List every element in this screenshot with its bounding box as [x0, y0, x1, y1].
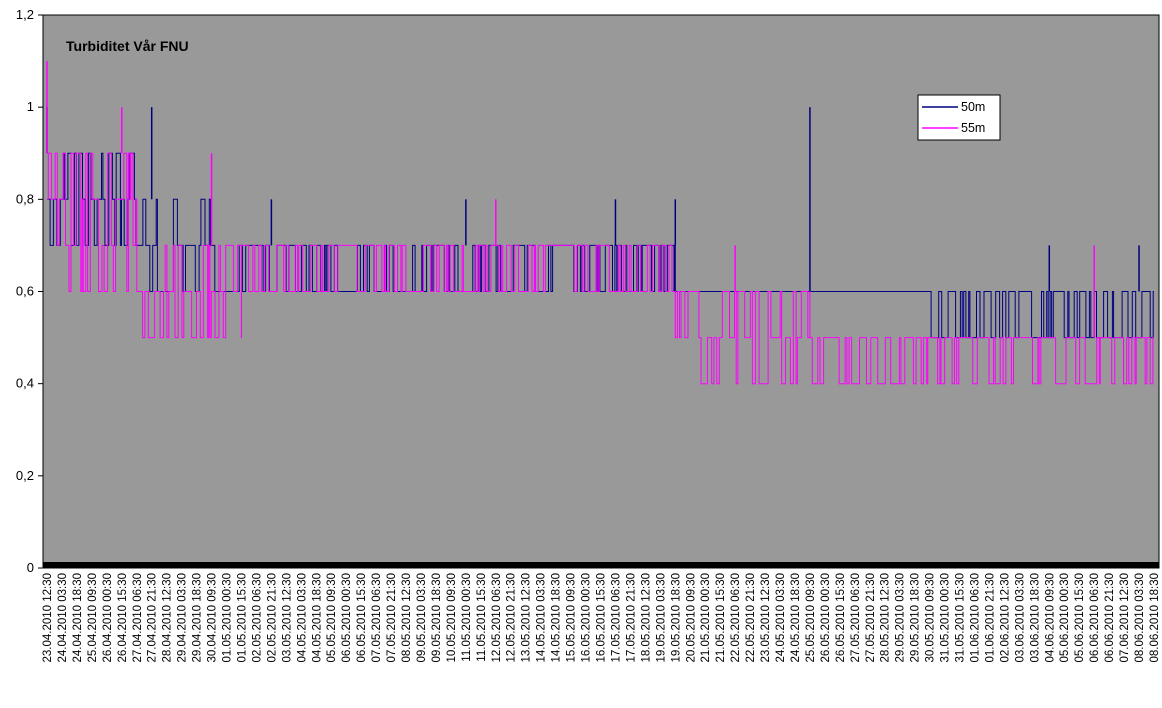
y-tick-label: 0,4	[16, 376, 34, 391]
x-tick-label: 19.05.2010 03:30	[655, 573, 667, 663]
x-tick-label: 23.05.2010 12:30	[760, 573, 772, 663]
x-axis-tick-band	[43, 562, 1159, 568]
x-tick-label: 26.04.2010 15:30	[117, 573, 129, 663]
x-tick-label: 31.05.2010 15:30	[955, 573, 967, 663]
x-tick-label: 11.05.2010 00:30	[461, 573, 473, 662]
y-tick-label: 0,8	[16, 191, 34, 206]
x-tick-label: 05.06.2010 00:30	[1059, 573, 1071, 663]
legend-label-50m: 50m	[961, 100, 985, 114]
x-tick-label: 09.05.2010 03:30	[416, 573, 428, 663]
x-tick-label: 02.06.2010 12:30	[999, 573, 1011, 663]
chart-title: Turbiditet Vår FNU	[66, 38, 189, 54]
y-tick-label: 1,2	[16, 7, 34, 22]
x-tick-label: 27.05.2010 06:30	[850, 573, 862, 663]
x-tick-label: 03.06.2010 03:30	[1014, 573, 1026, 663]
x-axis: 23.04.2010 12:30 24.04.2010 03:30 24.04.20…	[42, 573, 1161, 663]
x-tick-label: 29.04.2010 18:30	[192, 573, 204, 663]
x-tick-label: 08.05.2010 12:30	[401, 573, 413, 663]
x-tick-label: 23.04.2010 12:30	[42, 573, 54, 663]
x-tick-label: 06.05.2010 00:30	[341, 573, 353, 663]
x-tick-label: 27.04.2010 06:30	[132, 573, 144, 663]
x-tick-label: 20.05.2010 09:30	[685, 573, 697, 663]
x-tick-label: 09.05.2010 18:30	[431, 573, 443, 663]
x-tick-label: 06.05.2010 15:30	[356, 573, 368, 663]
x-tick-label: 28.05.2010 12:30	[880, 573, 892, 663]
legend-box	[917, 94, 1001, 141]
x-tick-label: 06.06.2010 06:30	[1089, 573, 1101, 663]
series-layer	[46, 61, 1154, 385]
x-tick-label: 07.05.2010 06:30	[371, 573, 383, 663]
x-tick-label: 24.05.2010 03:30	[775, 573, 787, 663]
x-tick-label: 22.05.2010 21:30	[745, 573, 757, 663]
x-tick-label: 04.06.2010 09:30	[1044, 573, 1056, 663]
x-tick-label: 21.05.2010 00:30	[700, 573, 712, 663]
x-tick-label: 14.05.2010 03:30	[536, 573, 548, 663]
x-tick-label: 03.06.2010 18:30	[1029, 573, 1041, 663]
x-tick-label: 14.05.2010 18:30	[551, 573, 563, 663]
x-tick-label: 04.05.2010 03:30	[296, 573, 308, 663]
x-tick-label: 13.05.2010 12:30	[521, 573, 533, 663]
y-tick-label: 0,2	[16, 468, 34, 483]
x-tick-label: 30.04.2010 09:30	[207, 573, 219, 663]
y-tick-label: 1	[27, 99, 34, 114]
x-tick-label: 18.05.2010 12:30	[640, 573, 652, 663]
x-tick-label: 06.06.2010 21:30	[1104, 573, 1116, 663]
legend: 50m 55m	[917, 94, 1001, 141]
series-line-55m	[47, 152, 1154, 385]
legend-label-55m: 55m	[961, 121, 985, 135]
x-tick-label: 08.06.2010 03:30	[1134, 573, 1146, 663]
x-tick-label: 24.05.2010 18:30	[790, 573, 802, 663]
x-tick-label: 21.05.2010 15:30	[715, 573, 727, 663]
x-tick-label: 01.06.2010 21:30	[984, 573, 996, 663]
x-tick-label: 01.05.2010 15:30	[236, 573, 248, 663]
x-tick-label: 28.04.2010 12:30	[162, 573, 174, 663]
x-tick-label: 29.04.2010 03:30	[177, 573, 189, 663]
x-tick-label: 02.05.2010 21:30	[266, 573, 278, 663]
x-tick-label: 10.05.2010 09:30	[446, 573, 458, 663]
x-tick-label: 08.06.2010 18:30	[1149, 573, 1161, 663]
x-tick-label: 05.05.2010 09:30	[326, 573, 338, 663]
x-tick-label: 12.05.2010 06:30	[491, 573, 503, 663]
x-tick-label: 29.05.2010 18:30	[910, 573, 922, 663]
x-tick-label: 25.05.2010 09:30	[805, 573, 817, 663]
x-tick-label: 01.06.2010 06:30	[969, 573, 981, 663]
x-tick-label: 05.06.2010 15:30	[1074, 573, 1086, 663]
x-tick-label: 26.05.2010 00:30	[820, 573, 832, 663]
x-tick-label: 19.05.2010 18:30	[670, 573, 682, 663]
x-tick-label: 15.05.2010 09:30	[566, 573, 578, 663]
x-tick-label: 17.05.2010 21:30	[625, 573, 637, 663]
x-tick-label: 27.04.2010 21:30	[147, 573, 159, 663]
x-tick-label: 24.04.2010 18:30	[72, 573, 84, 663]
y-axis: 0 0,2 0,4 0,6 0,8 1 1,2	[16, 7, 43, 575]
x-tick-label: 16.05.2010 15:30	[596, 573, 608, 663]
x-tick-label: 03.05.2010 12:30	[281, 573, 293, 663]
x-tick-label: 07.06.2010 12:30	[1119, 573, 1131, 663]
x-tick-label: 07.05.2010 21:30	[386, 573, 398, 663]
y-tick-label: 0	[27, 560, 34, 575]
x-tick-label: 31.05.2010 00:30	[940, 573, 952, 663]
x-tick-label: 04.05.2010 18:30	[311, 573, 323, 663]
x-tick-label: 16.05.2010 00:30	[581, 573, 593, 663]
x-tick-label: 26.04.2010 00:30	[102, 573, 114, 663]
x-tick-label: 24.04.2010 03:30	[57, 573, 69, 663]
x-tick-label: 26.05.2010 15:30	[835, 573, 847, 663]
x-tick-label: 22.05.2010 06:30	[730, 573, 742, 663]
x-tick-label: 02.05.2010 06:30	[251, 573, 263, 663]
x-tick-label: 25.04.2010 09:30	[87, 573, 99, 663]
x-tick-label: 12.05.2010 21:30	[506, 573, 518, 663]
x-tick-label: 30.05.2010 09:30	[925, 573, 937, 663]
x-tick-label: 27.05.2010 21:30	[865, 573, 877, 663]
y-tick-label: 0,6	[16, 284, 34, 299]
x-tick-label: 01.05.2010 00:30	[222, 573, 234, 663]
x-tick-label: 29.05.2010 03:30	[895, 573, 907, 663]
x-tick-label: 17.05.2010 06:30	[610, 573, 622, 663]
x-tick-label: 11.05.2010 15:30	[476, 573, 488, 662]
